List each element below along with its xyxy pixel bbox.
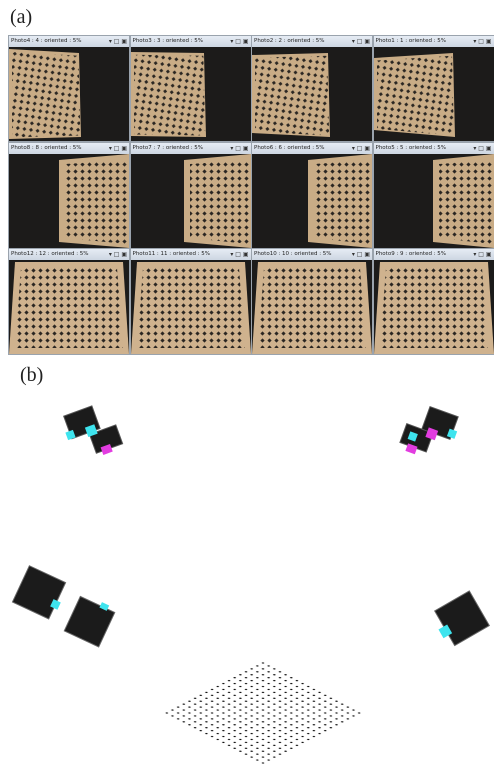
title-bar: Photo12 : 12 : oriented : 5% ▾ □ ▣	[9, 249, 129, 260]
photo	[374, 47, 494, 141]
camera	[64, 593, 116, 647]
window-controls: ▾ □ ▣	[230, 36, 248, 47]
board-dots	[377, 56, 454, 136]
photo	[9, 154, 129, 248]
photo-window: Photo8 : 8 : oriented : 5% ▾ □ ▣	[9, 143, 129, 248]
board-dots	[137, 268, 245, 348]
window-controls: ▾ □ ▣	[109, 36, 127, 47]
window-title: Photo9 : 9 : oriented : 5%	[376, 251, 447, 257]
photo-window: Photo5 : 5 : oriented : 5% ▾ □ ▣	[374, 143, 494, 248]
window-title: Photo3 : 3 : oriented : 5%	[133, 38, 204, 44]
window-controls: ▾ □ ▣	[473, 143, 491, 154]
photo	[131, 47, 251, 141]
board-dots	[12, 52, 80, 137]
photo-grid: Photo4 : 4 : oriented : 5%▾ □ ▣Photo3 : …	[8, 35, 494, 355]
camera-pair	[398, 401, 462, 465]
panel-label: (a)	[10, 6, 32, 29]
photo	[9, 47, 129, 141]
photo-window: Photo11 : 11 : oriented : 5% ▾ □ ▣	[131, 249, 251, 354]
title-bar: Photo3 : 3 : oriented : 5% ▾ □ ▣	[131, 36, 251, 47]
window-title: Photo4 : 4 : oriented : 5%	[11, 38, 82, 44]
photo-window: Photo12 : 12 : oriented : 5% ▾ □ ▣	[9, 249, 129, 354]
board-dots	[380, 268, 488, 348]
title-bar: Photo1 : 1 : oriented : 5% ▾ □ ▣	[374, 36, 494, 47]
board-dots	[65, 160, 127, 244]
board-dots	[258, 268, 366, 348]
photo	[252, 47, 372, 141]
title-bar: Photo6 : 6 : oriented : 5% ▾ □ ▣	[252, 143, 372, 154]
photo-window: Photo3 : 3 : oriented : 5% ▾ □ ▣	[131, 36, 251, 141]
window-title: Photo2 : 2 : oriented : 5%	[254, 38, 325, 44]
photo-window: Photo6 : 6 : oriented : 5% ▾ □ ▣	[252, 143, 372, 248]
page: (a) Photo4 : 4 : oriented : 5%▾ □ ▣Photo…	[0, 0, 494, 766]
board-dots	[255, 56, 329, 136]
photo	[9, 260, 129, 354]
board-dots	[15, 268, 123, 348]
board-dots	[439, 160, 492, 244]
board-dots	[190, 160, 249, 244]
calibration-grid	[161, 660, 365, 766]
window-controls: ▾ □ ▣	[473, 249, 491, 260]
window-title: Photo11 : 11 : oriented : 5%	[133, 251, 211, 257]
photo	[374, 154, 494, 248]
title-bar: Photo5 : 5 : oriented : 5% ▾ □ ▣	[374, 143, 494, 154]
photo-window: Photo7 : 7 : oriented : 5% ▾ □ ▣	[131, 143, 251, 248]
window-controls: ▾ □ ▣	[352, 143, 370, 154]
window-controls: ▾ □ ▣	[473, 36, 491, 47]
camera	[429, 591, 489, 649]
board-dots	[314, 160, 370, 244]
title-bar: Photo8 : 8 : oriented : 5% ▾ □ ▣	[9, 143, 129, 154]
window-title: Photo1 : 1 : oriented : 5%	[376, 38, 447, 44]
window-title: Photo10 : 10 : oriented : 5%	[254, 251, 332, 257]
photo-window: Photo1 : 1 : oriented : 5% ▾ □ ▣	[374, 36, 494, 141]
camera-scene	[0, 395, 494, 766]
window-title: Photo7 : 7 : oriented : 5%	[133, 145, 204, 151]
photo	[374, 260, 494, 354]
camera	[12, 566, 69, 621]
title-bar: Photo10 : 10 : oriented : 5% ▾ □ ▣	[252, 249, 372, 260]
title-bar: Photo7 : 7 : oriented : 5% ▾ □ ▣	[131, 143, 251, 154]
board-dots	[134, 55, 205, 136]
photo	[252, 260, 372, 354]
panel-label: (b)	[20, 364, 43, 387]
title-bar: Photo2 : 2 : oriented : 5% ▾ □ ▣	[252, 36, 372, 47]
photo	[252, 154, 372, 248]
title-bar: Photo11 : 11 : oriented : 5% ▾ □ ▣	[131, 249, 251, 260]
photo-window: Photo9 : 9 : oriented : 5% ▾ □ ▣	[374, 249, 494, 354]
window-controls: ▾ □ ▣	[352, 36, 370, 47]
photo-window: Photo4 : 4 : oriented : 5% ▾ □ ▣	[9, 36, 129, 141]
title-bar: Photo9 : 9 : oriented : 5% ▾ □ ▣	[374, 249, 494, 260]
window-controls: ▾ □ ▣	[109, 249, 127, 260]
window-title: Photo6 : 6 : oriented : 5%	[254, 145, 325, 151]
photo-window: Photo2 : 2 : oriented : 5% ▾ □ ▣	[252, 36, 372, 141]
window-title: Photo12 : 12 : oriented : 5%	[11, 251, 89, 257]
camera-pair	[60, 400, 124, 464]
window-title: Photo5 : 5 : oriented : 5%	[376, 145, 447, 151]
photo-window: Photo10 : 10 : oriented : 5% ▾ □ ▣	[252, 249, 372, 354]
title-bar: Photo4 : 4 : oriented : 5% ▾ □ ▣	[9, 36, 129, 47]
window-controls: ▾ □ ▣	[230, 143, 248, 154]
photo	[131, 260, 251, 354]
window-controls: ▾ □ ▣	[109, 143, 127, 154]
photo	[131, 154, 251, 248]
window-controls: ▾ □ ▣	[352, 249, 370, 260]
window-title: Photo8 : 8 : oriented : 5%	[11, 145, 82, 151]
window-controls: ▾ □ ▣	[230, 249, 248, 260]
